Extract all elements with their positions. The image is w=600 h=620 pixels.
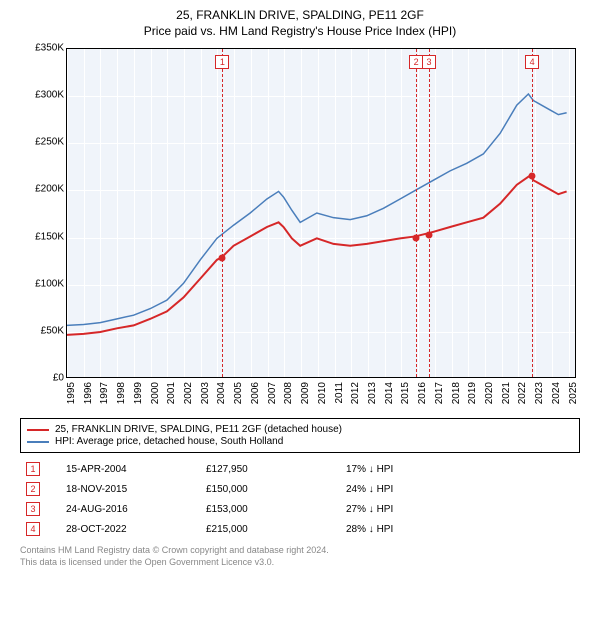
x-tick-label: 2020 [484,382,495,404]
txn-date: 15-APR-2004 [60,459,200,479]
table-row: 3 24-AUG-2016£153,00027% ↓ HPI [20,499,580,519]
txn-marker: 1 [20,459,60,479]
x-tick-label: 2021 [501,382,512,404]
marker-line [222,49,223,377]
txn-marker-box: 4 [26,522,40,536]
txn-marker: 3 [20,499,60,519]
x-tick-label: 2022 [517,382,528,404]
table-row: 1 15-APR-2004£127,95017% ↓ HPI [20,459,580,479]
txn-pct: 17% ↓ HPI [340,459,580,479]
txn-date: 28-OCT-2022 [60,519,200,539]
plot-area: 1234 [66,48,576,378]
y-tick-label: £300K [20,90,64,101]
chart: 1234 £0£50K£100K£150K£200K£250K£300K£350… [20,44,580,414]
legend: 25, FRANKLIN DRIVE, SPALDING, PE11 2GF (… [20,418,580,453]
marker-box: 1 [215,55,229,69]
y-tick-label: £200K [20,184,64,195]
txn-marker-box: 3 [26,502,40,516]
x-tick-label: 2012 [350,382,361,404]
x-tick-label: 2011 [334,382,345,404]
x-tick-label: 2006 [250,382,261,404]
marker-box: 3 [422,55,436,69]
txn-marker-box: 1 [26,462,40,476]
txn-price: £127,950 [200,459,340,479]
legend-item: 25, FRANKLIN DRIVE, SPALDING, PE11 2GF (… [27,424,573,435]
y-tick-label: £250K [20,137,64,148]
series-price_paid [67,176,567,335]
transaction-table: 1 15-APR-2004£127,95017% ↓ HPI 2 18-NOV-201… [20,459,580,539]
txn-price: £215,000 [200,519,340,539]
txn-date: 18-NOV-2015 [60,479,200,499]
marker-point [426,231,433,238]
marker-point [219,255,226,262]
footnote-line2: This data is licensed under the Open Gov… [20,557,580,569]
marker-box: 4 [525,55,539,69]
txn-marker: 2 [20,479,60,499]
marker-point [529,173,536,180]
y-tick-label: £0 [20,373,64,384]
page: 25, FRANKLIN DRIVE, SPALDING, PE11 2GF P… [0,0,600,620]
x-tick-label: 1997 [99,382,110,404]
txn-pct: 28% ↓ HPI [340,519,580,539]
x-tick-label: 2000 [150,382,161,404]
x-tick-label: 2008 [283,382,294,404]
x-tick-label: 2016 [417,382,428,404]
chart-svg [67,49,575,377]
txn-pct: 27% ↓ HPI [340,499,580,519]
chart-subtitle: Price paid vs. HM Land Registry's House … [10,24,590,38]
x-tick-label: 1995 [66,382,77,404]
x-tick-label: 2023 [534,382,545,404]
x-tick-label: 2009 [300,382,311,404]
chart-title: 25, FRANKLIN DRIVE, SPALDING, PE11 2GF [10,8,590,22]
y-tick-label: £350K [20,43,64,54]
x-tick-label: 2017 [434,382,445,404]
marker-line [416,49,417,377]
x-tick-label: 1999 [133,382,144,404]
marker-line [532,49,533,377]
txn-price: £153,000 [200,499,340,519]
x-tick-label: 2010 [317,382,328,404]
x-tick-label: 2013 [367,382,378,404]
txn-marker-box: 2 [26,482,40,496]
legend-item: HPI: Average price, detached house, Sout… [27,436,573,447]
txn-pct: 24% ↓ HPI [340,479,580,499]
x-tick-label: 2007 [267,382,278,404]
x-tick-label: 2019 [467,382,478,404]
txn-price: £150,000 [200,479,340,499]
legend-swatch [27,441,49,443]
y-tick-label: £50K [20,325,64,336]
txn-date: 24-AUG-2016 [60,499,200,519]
txn-marker: 4 [20,519,60,539]
legend-label: 25, FRANKLIN DRIVE, SPALDING, PE11 2GF (… [55,424,342,435]
x-tick-label: 2024 [551,382,562,404]
table-row: 4 28-OCT-2022£215,00028% ↓ HPI [20,519,580,539]
x-tick-label: 2001 [166,382,177,404]
x-tick-label: 1998 [116,382,127,404]
legend-swatch [27,429,49,431]
x-tick-label: 2004 [216,382,227,404]
x-tick-label: 2025 [568,382,579,404]
x-tick-label: 2005 [233,382,244,404]
footnote-line1: Contains HM Land Registry data © Crown c… [20,545,580,557]
x-tick-label: 2014 [384,382,395,404]
x-tick-label: 2015 [400,382,411,404]
legend-label: HPI: Average price, detached house, Sout… [55,436,283,447]
x-tick-label: 2018 [451,382,462,404]
x-tick-label: 2002 [183,382,194,404]
table-row: 2 18-NOV-2015£150,00024% ↓ HPI [20,479,580,499]
y-tick-label: £100K [20,278,64,289]
marker-point [413,234,420,241]
x-tick-label: 2003 [200,382,211,404]
x-tick-label: 1996 [83,382,94,404]
marker-line [429,49,430,377]
footnote: Contains HM Land Registry data © Crown c… [20,545,580,568]
y-tick-label: £150K [20,231,64,242]
